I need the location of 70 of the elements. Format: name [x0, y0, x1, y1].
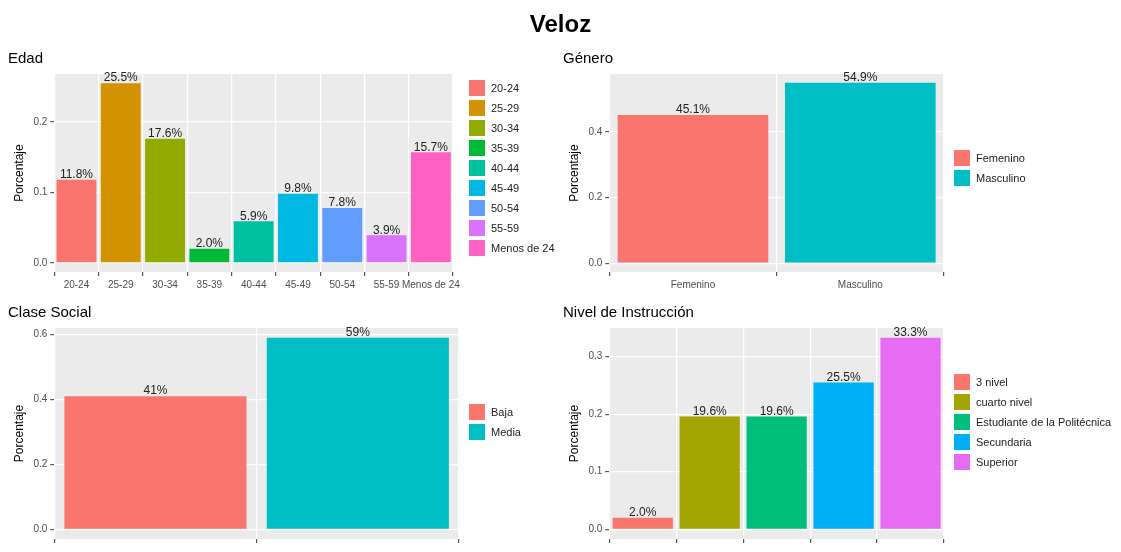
- legend-label: 35-39: [491, 142, 520, 154]
- chart-title: Género: [563, 49, 614, 67]
- data-label: 25.5%: [826, 369, 861, 384]
- data-label: 2.0%: [195, 236, 224, 251]
- data-label: 45.1%: [675, 102, 711, 117]
- x-tick-label: Menos de 24: [401, 278, 461, 290]
- y-axis-title: Porcentaje: [566, 143, 581, 202]
- data-label: 5.9%: [239, 208, 268, 223]
- legend-label: Media: [491, 426, 521, 438]
- legend-label: Baja: [491, 406, 514, 418]
- y-tick-label: 0.0: [33, 523, 48, 535]
- legend-label: Secundaria: [976, 436, 1032, 448]
- x-tick-label: 25-29: [107, 278, 134, 290]
- data-label: 3.9%: [372, 222, 401, 237]
- y-axis-title: Porcentaje: [11, 404, 26, 463]
- y-tick-label: 0.2: [33, 458, 48, 470]
- legend-label: 30-34: [491, 122, 520, 134]
- chart-title: Clase Social: [8, 303, 92, 321]
- y-tick-label: 0.2: [588, 407, 603, 419]
- x-tick-label: 55-59: [373, 278, 400, 290]
- data-label: 41%: [143, 383, 168, 398]
- legend-label: Estudiante de la Politécnica: [976, 416, 1112, 428]
- legend-label: Menos de 24: [491, 242, 555, 254]
- x-tick-label: 45-49: [285, 278, 312, 290]
- y-tick-label: 0.1: [33, 186, 48, 198]
- legend-label: Masculino: [976, 172, 1026, 184]
- x-tick-label: 30-34: [152, 278, 179, 290]
- x-tick-label: 50-54: [329, 278, 356, 290]
- data-label: 54.9%: [843, 70, 878, 85]
- data-label: 59%: [345, 325, 371, 340]
- y-tick-label: 0.2: [33, 115, 48, 127]
- y-tick-label: 0.0: [588, 256, 603, 268]
- chart-title: Nivel de Instrucción: [563, 303, 694, 321]
- x-tick-label: Femenino: [670, 278, 716, 290]
- data-label: 25.5%: [103, 70, 139, 85]
- x-tick-label: 40-44: [240, 278, 267, 290]
- y-axis-title: Porcentaje: [566, 404, 581, 463]
- y-tick-label: 0.2: [588, 191, 603, 203]
- y-tick-label: 0.4: [33, 393, 48, 405]
- legend-label: 50-54: [491, 202, 520, 214]
- chart-title: Edad: [8, 49, 44, 67]
- y-tick-label: 0.1: [588, 465, 603, 477]
- legend-label: 55-59: [491, 222, 520, 234]
- data-label: 19.6%: [692, 403, 728, 418]
- data-label: 9.8%: [284, 181, 312, 196]
- x-tick-label: Masculino: [837, 278, 884, 290]
- legend-label: 40-44: [491, 162, 520, 174]
- y-tick-label: 0.0: [33, 256, 48, 268]
- x-tick-label: 20-24: [63, 278, 90, 290]
- legend-label: 20-24: [491, 82, 520, 94]
- legend-label: Femenino: [976, 152, 1025, 164]
- legend-label: Superior: [976, 456, 1018, 468]
- data-label: 2.0%: [629, 505, 657, 520]
- legend-label: 45-49: [491, 182, 520, 194]
- data-label: 33.3%: [893, 325, 928, 340]
- y-tick-label: 0.6: [33, 328, 48, 340]
- legend-label: cuarto nivel: [976, 396, 1033, 408]
- y-tick-label: 0.3: [588, 350, 603, 362]
- data-label: 19.6%: [759, 403, 794, 418]
- text: Veloz: [528, 9, 593, 39]
- legend-label: 3 nivel: [976, 376, 1008, 388]
- data-label: 15.7%: [413, 139, 449, 154]
- y-axis-title: Porcentaje: [11, 143, 26, 202]
- data-label: 11.8%: [59, 167, 94, 182]
- data-label: 17.6%: [148, 126, 183, 141]
- y-tick-label: 0.4: [588, 125, 603, 137]
- legend-label: 25-29: [491, 102, 520, 114]
- x-tick-label: 35-39: [196, 278, 223, 290]
- data-label: 7.8%: [328, 195, 357, 210]
- y-tick-label: 0.0: [588, 522, 603, 534]
